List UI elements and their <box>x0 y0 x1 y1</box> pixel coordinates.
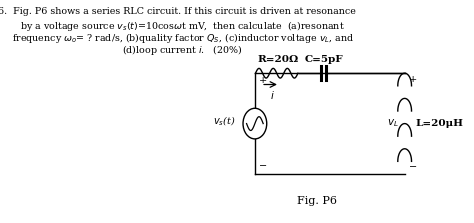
Text: $v_s$(t): $v_s$(t) <box>213 115 236 128</box>
Text: L=20μH: L=20μH <box>415 119 463 128</box>
Text: by a voltage source $v_s(t)$=10cos$\omega$t mV,  then calculate  (a)resonant: by a voltage source $v_s(t)$=10cos$\omeg… <box>9 19 345 33</box>
Text: Fig. P6: Fig. P6 <box>297 196 337 206</box>
Text: 6.  Fig. P6 shows a series RLC circuit. If this circuit is driven at resonance: 6. Fig. P6 shows a series RLC circuit. I… <box>0 7 356 16</box>
Text: −: − <box>259 162 267 171</box>
Text: +: + <box>259 76 267 85</box>
Text: $v_L$: $v_L$ <box>387 118 399 130</box>
Text: R=20Ω: R=20Ω <box>258 55 299 64</box>
Text: −: − <box>410 163 418 172</box>
Circle shape <box>243 108 267 139</box>
Text: +: + <box>410 75 418 84</box>
Text: $i$: $i$ <box>270 89 274 101</box>
Text: C=5pF: C=5pF <box>304 55 343 64</box>
Text: (d)loop current $i$.   (20%): (d)loop current $i$. (20%) <box>110 43 243 57</box>
Text: frequency $\omega_o$= ? rad/s, (b)quality factor $Q_S$, (c)inductor voltage $v_L: frequency $\omega_o$= ? rad/s, (b)qualit… <box>0 31 354 45</box>
